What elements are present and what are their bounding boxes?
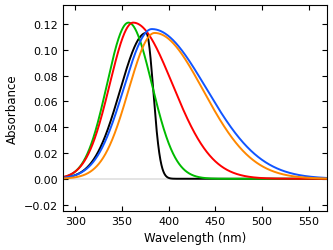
Y-axis label: Absorbance: Absorbance [6, 74, 19, 143]
X-axis label: Wavelength (nm): Wavelength (nm) [144, 232, 246, 244]
